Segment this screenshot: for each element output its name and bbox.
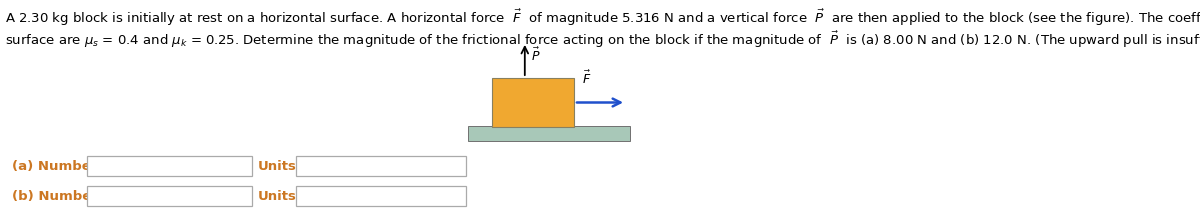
Text: Units: Units [258,159,296,172]
Bar [296,186,466,206]
Bar [296,156,466,176]
Text: $\vec{P}$: $\vec{P}$ [530,47,540,64]
Text: $\vec{F}$: $\vec{F}$ [582,69,592,87]
Text: ∨: ∨ [452,191,460,201]
Bar [88,186,252,206]
Bar [88,156,252,176]
Bar [468,126,630,141]
Text: (a) Number: (a) Number [12,159,97,172]
Text: (b) Number: (b) Number [12,190,98,202]
Text: ∨: ∨ [452,161,460,171]
Text: surface are $\mu_s$ = 0.4 and $\mu_k$ = 0.25. Determine the magnitude of the fri: surface are $\mu_s$ = 0.4 and $\mu_k$ = … [5,30,1200,50]
Text: A 2.30 kg block is initially at rest on a horizontal surface. A horizontal force: A 2.30 kg block is initially at rest on … [5,8,1200,28]
Text: Units: Units [258,190,296,202]
Bar [492,78,574,127]
